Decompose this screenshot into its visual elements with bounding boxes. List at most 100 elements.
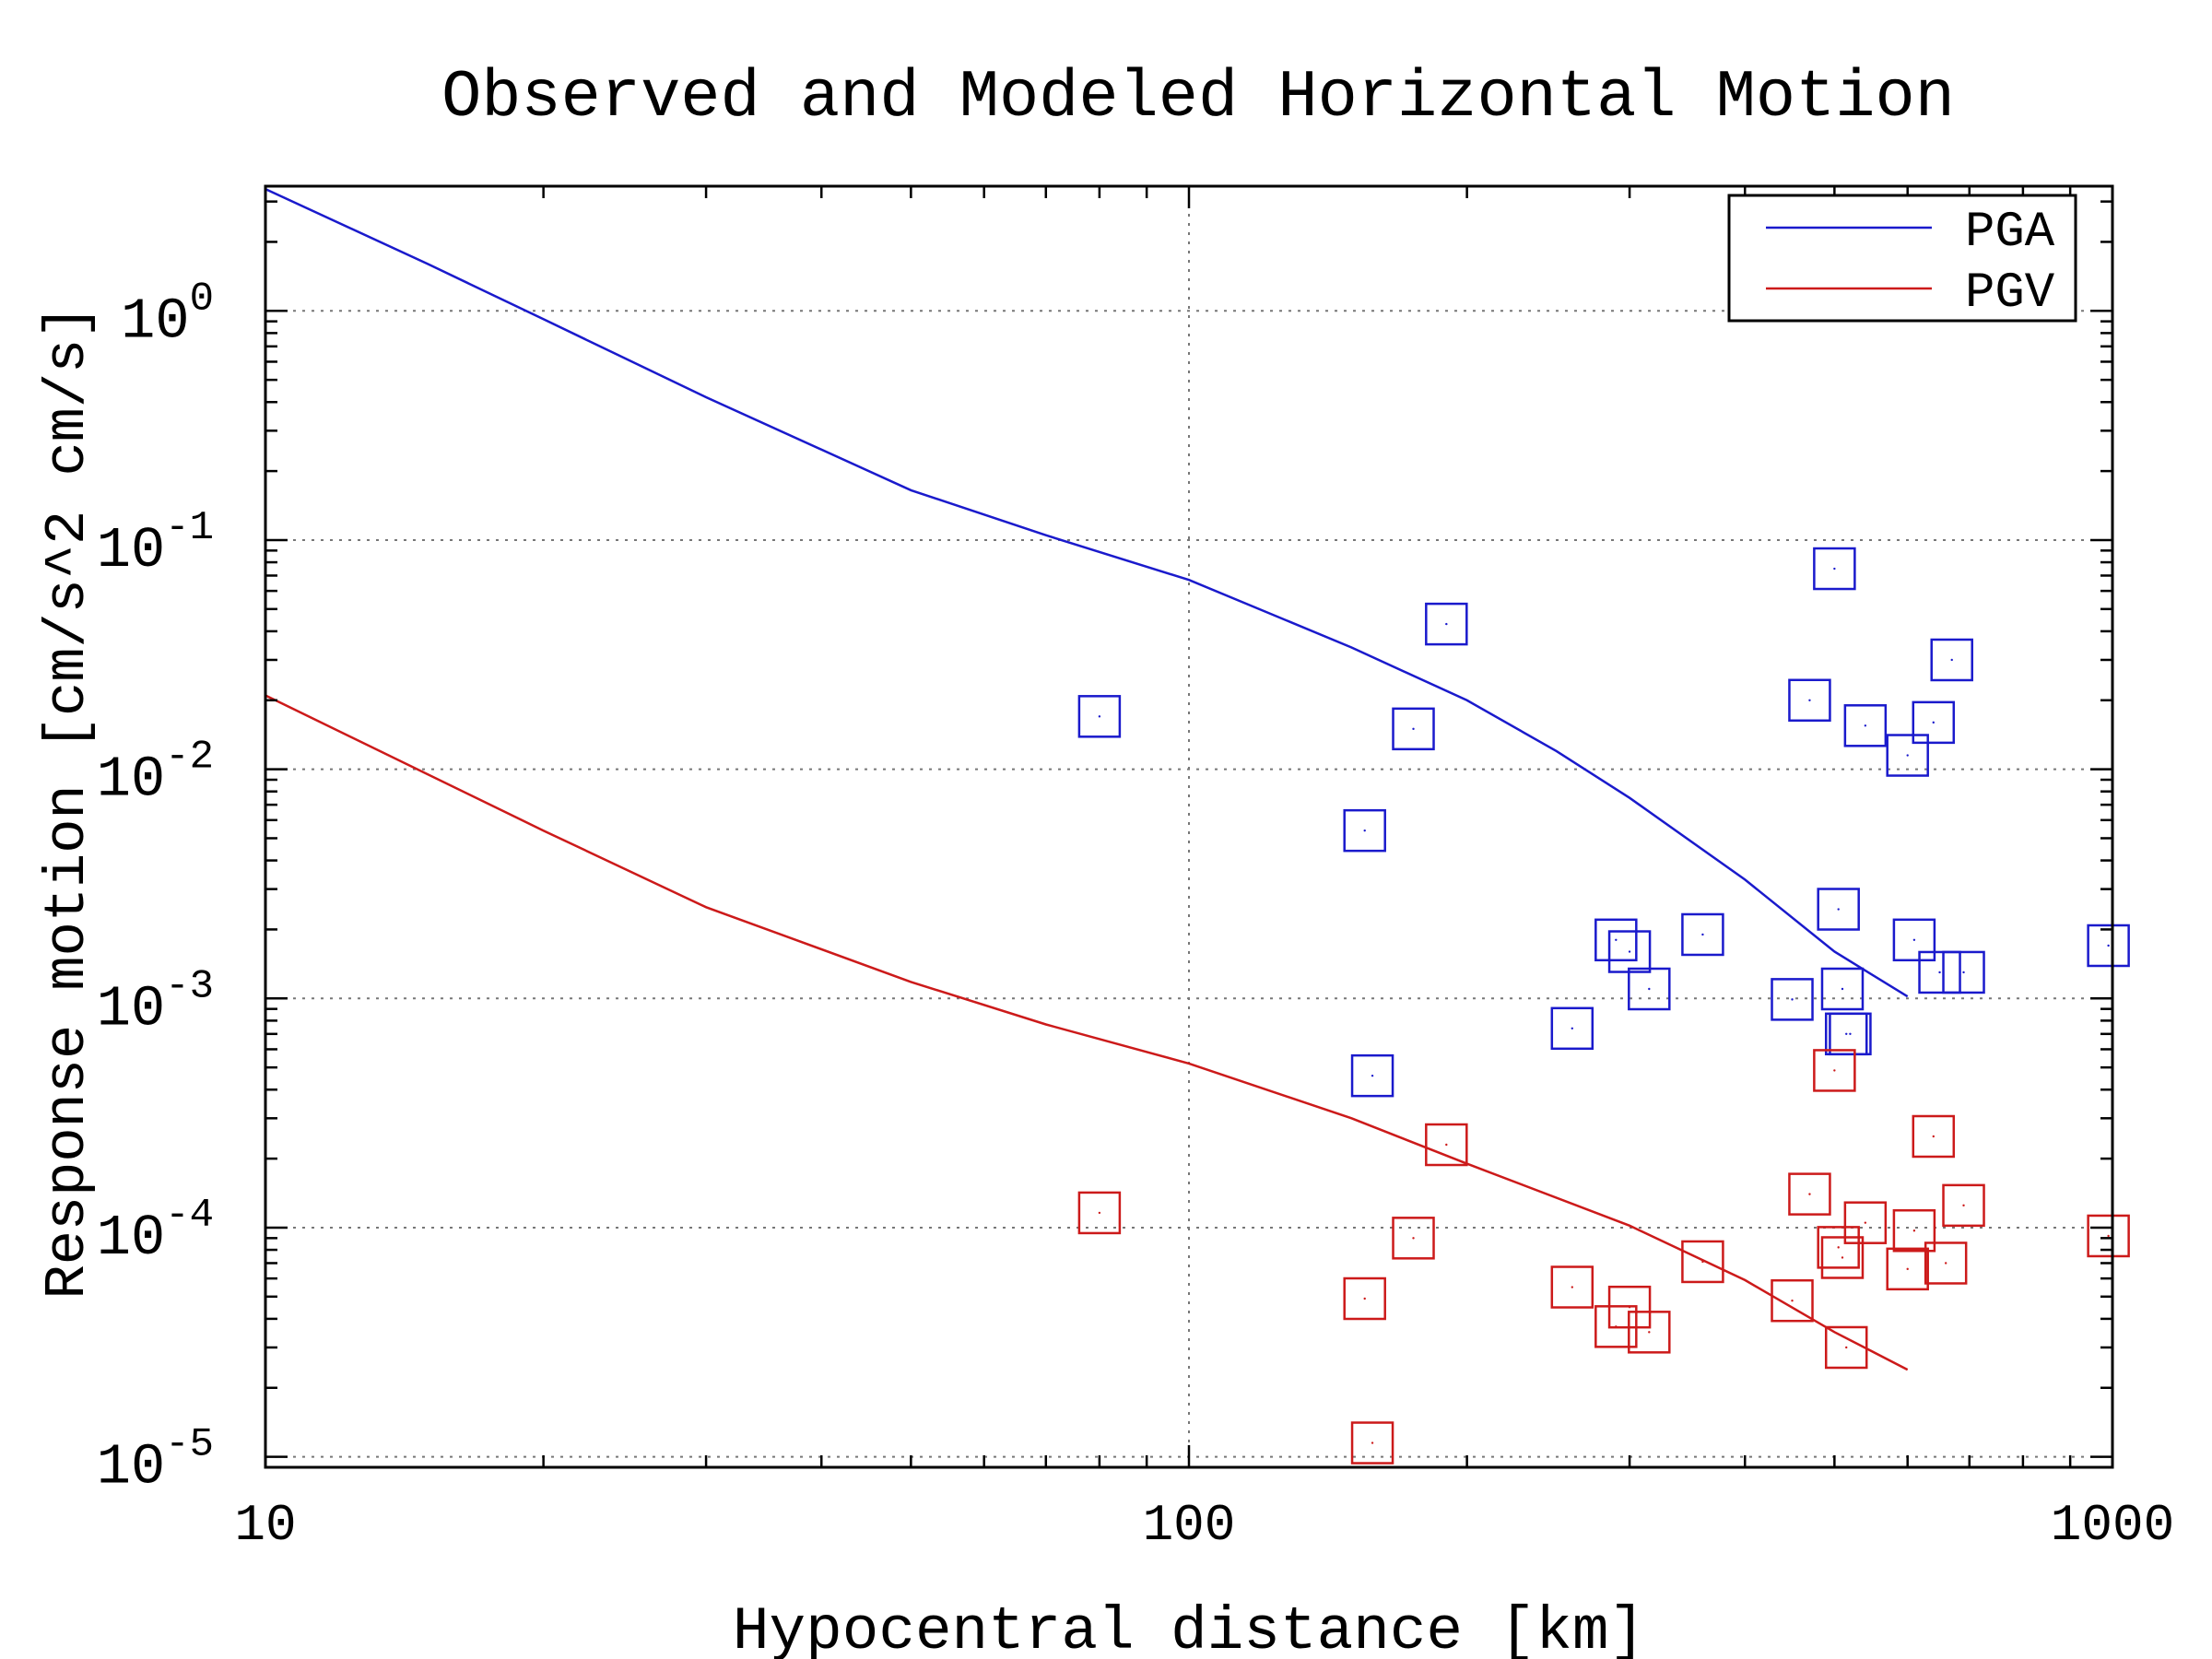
data-point-marker xyxy=(1628,967,1671,1011)
data-point-marker xyxy=(1930,638,1973,682)
x-axis-label: Hypocentral distance [km] xyxy=(733,1597,1645,1659)
data-point-marker xyxy=(1550,1006,1594,1051)
data-point-dot xyxy=(1628,1305,1631,1309)
y-tick-label: 10-5 xyxy=(97,1422,214,1500)
y-tick-exponent: 0 xyxy=(190,276,214,322)
axis-ticks xyxy=(264,186,2114,1469)
y-axis-label: Response motion [cm/s^2 cm/s] xyxy=(35,305,100,1300)
data-point-marker xyxy=(2087,1214,2130,1258)
data-point-dot xyxy=(1808,699,1811,701)
data-point-marker xyxy=(1942,1183,1985,1228)
data-point-marker xyxy=(1912,1114,1956,1159)
data-point-marker xyxy=(1681,912,1724,957)
data-point-dot xyxy=(1932,721,1935,724)
data-point-marker xyxy=(1813,547,1856,591)
data-point-dot xyxy=(1932,1135,1935,1138)
y-axis-label-group: Response motion [cm/s^2 cm/s] xyxy=(35,305,100,1300)
y-tick-exponent: -3 xyxy=(165,963,214,1009)
data-point-marker xyxy=(1824,1325,1868,1370)
data-point-dot xyxy=(1615,938,1618,942)
data-point-dot xyxy=(1791,1300,1794,1302)
data-point-dot xyxy=(1701,933,1704,936)
data-point-marker xyxy=(1942,950,1985,994)
data-point-dot xyxy=(1648,1331,1651,1334)
y-tick-mantissa: 10 xyxy=(121,288,189,354)
y-tick-exponent: -5 xyxy=(165,1422,214,1468)
data-point-marker xyxy=(1350,1053,1394,1098)
legend-box xyxy=(1727,194,2077,323)
data-point-marker xyxy=(1077,695,1122,738)
data-point-dot xyxy=(1628,950,1631,953)
data-point-marker xyxy=(1918,950,1961,994)
data-point-dot xyxy=(1363,829,1366,832)
data-point-marker xyxy=(1392,1217,1435,1260)
data-point-marker xyxy=(1594,918,1638,962)
legend: PGA PGV xyxy=(1727,194,2077,323)
data-point-dot xyxy=(1864,724,1867,727)
data-point-dot xyxy=(1791,998,1794,1001)
x-tick-label: 10 xyxy=(234,1496,296,1555)
data-point-marker xyxy=(1843,1201,1888,1244)
data-point-marker xyxy=(1829,1012,1872,1056)
data-point-marker xyxy=(1628,1311,1671,1354)
data-point-dot xyxy=(1098,1211,1101,1215)
data-point-marker xyxy=(1886,734,1929,777)
data-point-marker xyxy=(2087,924,2130,968)
data-point-marker xyxy=(1912,700,1956,745)
y-tick-mantissa: 10 xyxy=(97,518,165,583)
data-point-marker xyxy=(1817,1226,1860,1269)
y-tick-mantissa: 10 xyxy=(97,976,165,1041)
data-point-dot xyxy=(1950,658,1953,662)
data-point-dot xyxy=(2107,1234,2110,1238)
y-tick-mantissa: 10 xyxy=(97,1435,165,1500)
data-point-marker xyxy=(1425,602,1468,646)
data-point-dot xyxy=(1906,1267,1909,1271)
series-lines xyxy=(265,187,1909,1371)
series-line-pgv xyxy=(265,694,1909,1371)
data-point-dot xyxy=(2107,944,2110,947)
data-point-dot xyxy=(1944,1262,1947,1265)
x-tick-label: 100 xyxy=(1143,1496,1236,1555)
data-point-marker xyxy=(1343,1277,1386,1321)
data-markers xyxy=(1077,547,2130,1465)
data-point-dot xyxy=(1098,715,1101,718)
data-point-marker xyxy=(1681,1240,1724,1284)
data-point-dot xyxy=(1412,1237,1415,1240)
series-line-pga xyxy=(265,187,1909,998)
data-point-dot xyxy=(1912,1230,1916,1232)
x-tick-labels: 10 100 1000 xyxy=(234,1496,2174,1555)
data-point-marker xyxy=(1771,1278,1814,1323)
data-point-dot xyxy=(1938,971,1941,974)
data-point-dot xyxy=(1845,1346,1848,1349)
y-tick-exponent: -2 xyxy=(165,735,214,781)
data-point-marker xyxy=(1817,888,1860,931)
y-tick-exponent: -1 xyxy=(165,505,214,551)
data-point-dot xyxy=(1571,1286,1574,1288)
y-tick-label: 100 xyxy=(121,276,214,354)
x-tick-label: 1000 xyxy=(2051,1496,2174,1555)
data-point-dot xyxy=(1371,1441,1374,1444)
data-point-marker xyxy=(1343,808,1386,853)
legend-label-pgv: PGV xyxy=(1965,265,2055,322)
data-point-dot xyxy=(1906,754,1909,757)
data-point-marker xyxy=(1788,1172,1831,1216)
data-point-dot xyxy=(1363,1297,1366,1300)
data-point-dot xyxy=(1833,567,1836,571)
data-point-marker xyxy=(1350,1421,1394,1465)
data-point-marker xyxy=(1820,967,1865,1011)
data-point-marker xyxy=(1892,1208,1936,1253)
legend-label-pga: PGA xyxy=(1965,205,2055,261)
data-point-dot xyxy=(1808,1193,1811,1195)
data-point-marker xyxy=(1077,1191,1122,1235)
data-point-dot xyxy=(1445,1143,1448,1147)
data-point-dot xyxy=(1371,1074,1374,1077)
data-point-dot xyxy=(1962,1204,1965,1207)
data-point-dot xyxy=(1841,1256,1844,1259)
data-point-dot xyxy=(1412,727,1415,731)
y-tick-mantissa: 10 xyxy=(97,1206,165,1271)
data-point-marker xyxy=(1550,1265,1594,1309)
data-point-dot xyxy=(1833,1069,1836,1072)
data-point-dot xyxy=(1837,908,1840,911)
data-point-marker xyxy=(1892,918,1936,962)
